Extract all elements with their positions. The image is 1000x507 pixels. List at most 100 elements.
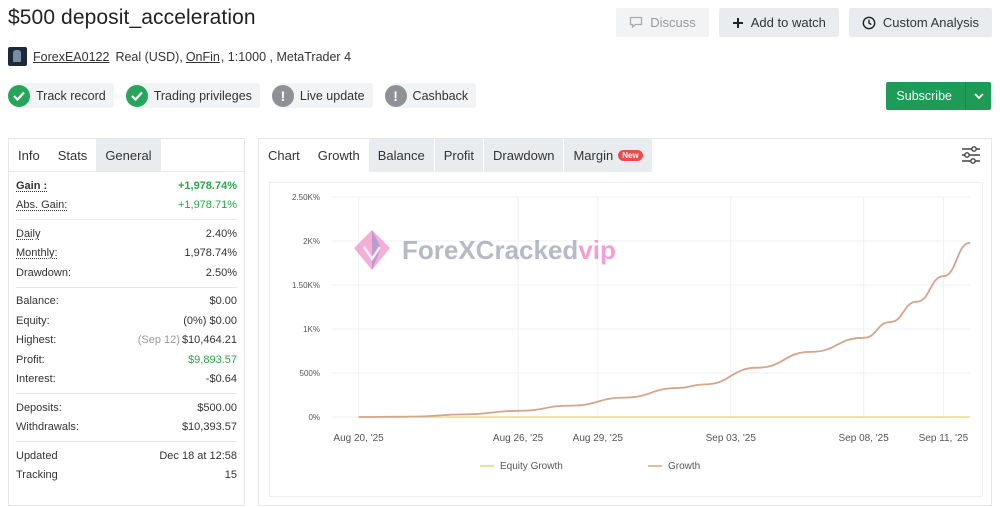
stat-label[interactable]: Monthly: — [16, 247, 58, 260]
tab-stats[interactable]: Stats — [48, 139, 97, 171]
tab-info[interactable]: Info — [9, 139, 49, 171]
account-meta: ForexEA0122 Real (USD), OnFin , 1:1000 ,… — [8, 47, 351, 66]
badge-label: Live update — [299, 88, 365, 103]
stat-label: Withdrawals: — [16, 421, 79, 434]
badge-track-record[interactable]: Track record — [8, 83, 114, 108]
plus-icon — [732, 17, 743, 28]
avatar[interactable] — [8, 47, 27, 66]
stat-value: 15 — [224, 469, 237, 482]
stat-withdrawals: Withdrawals: $10,393.57 — [16, 418, 237, 438]
stat-balance: Balance: $0.00 — [16, 292, 237, 312]
discuss-button[interactable]: Discuss — [616, 8, 709, 37]
stat-interest: Interest: -$0.64 — [16, 370, 237, 390]
stat-label: Equity: — [16, 314, 50, 327]
series-line-growth[interactable] — [358, 241, 971, 418]
badge-cashback[interactable]: ! Cashback — [384, 83, 477, 108]
subscribe-dropdown-button[interactable] — [965, 82, 991, 110]
x-tick-label: Sep 03, '25 — [706, 433, 757, 444]
stat-daily: Daily 2.40% — [16, 224, 237, 244]
tab-margin[interactable]: Margin New — [564, 139, 652, 172]
stat-value: Dec 18 at 12:58 — [159, 449, 237, 462]
check-icon — [8, 84, 30, 107]
stat-label[interactable]: Abs. Gain: — [16, 199, 68, 212]
stat-value: $500.00 — [197, 401, 237, 414]
x-tick-label: Aug 20, '25 — [333, 433, 384, 444]
badge-label: Cashback — [412, 88, 469, 103]
divider — [16, 286, 237, 288]
stat-profit: Profit: $9,893.57 — [16, 350, 237, 370]
tab-growth[interactable]: Growth — [308, 139, 369, 172]
stat-label: Drawdown: — [16, 266, 72, 279]
stat-value: $10,393.57 — [181, 421, 237, 434]
broker-link[interactable]: OnFin — [185, 49, 220, 64]
stat-abs-gain: Abs. Gain: +1,978.71% — [16, 196, 237, 216]
x-tick-label: Aug 26, '25 — [493, 433, 544, 444]
y-tick-label: 500% — [300, 369, 320, 378]
highest-date: (Sep 12) — [137, 334, 180, 347]
legend-label[interactable]: Growth — [668, 461, 700, 472]
stat-label: Profit: — [16, 353, 45, 366]
y-tick-label: 1.50K% — [292, 281, 320, 290]
page-title: $500 deposit_acceleration — [8, 6, 256, 29]
y-tick-label: 2K% — [303, 237, 320, 246]
chart-tabs: Chart Growth Balance Profit Drawdown Mar… — [259, 139, 991, 172]
custom-analysis-label: Custom Analysis — [882, 15, 979, 30]
stat-label[interactable]: Gain : — [16, 179, 48, 192]
exclamation-icon: ! — [384, 84, 407, 107]
stat-value: 1,978.74% — [184, 247, 237, 260]
x-tick-label: Sep 11, '25 — [919, 433, 969, 444]
check-icon — [125, 84, 148, 107]
growth-chart: 0% 500% 1K% 1.50K% 2K% 2.50K% Aug 20, '25 Aug … — [269, 182, 983, 497]
sliders-icon[interactable] — [961, 146, 981, 164]
tab-chart[interactable]: Chart — [259, 139, 309, 172]
stat-label[interactable]: Daily — [16, 227, 41, 240]
discuss-label: Discuss — [650, 15, 696, 30]
divider — [16, 441, 237, 442]
stat-highest: Highest: (Sep 12) $10,464.21 — [16, 331, 237, 351]
add-to-watch-button[interactable]: Add to watch — [718, 8, 839, 37]
y-tick-label: 1K% — [303, 325, 320, 334]
stat-deposits: Deposits: $500.00 — [16, 398, 237, 418]
stat-tracking: Tracking 15 — [16, 466, 237, 486]
author-link[interactable]: ForexEA0122 — [33, 49, 110, 64]
stat-drawdown: Drawdown: 2.50% — [16, 263, 237, 283]
custom-analysis-button[interactable]: Custom Analysis — [848, 8, 992, 37]
stat-value: +1,978.74% — [177, 179, 237, 192]
x-tick-label: Sep 08, '25 — [839, 433, 890, 444]
chevron-down-icon — [973, 93, 984, 99]
badge-live-update[interactable]: ! Live update — [271, 83, 373, 108]
stat-label: Deposits: — [16, 401, 62, 414]
stat-gain: Gain : +1,978.74% — [16, 176, 237, 196]
stat-value: -$0.64 — [205, 373, 237, 386]
divider — [16, 219, 237, 220]
growth-chart-svg: 0% 500% 1K% 1.50K% 2K% 2.50K% Aug 20, '25 Aug … — [292, 193, 971, 472]
exclamation-icon: ! — [271, 84, 294, 107]
comment-icon — [630, 16, 643, 29]
stat-updated: Updated Dec 18 at 12:58 — [16, 446, 237, 466]
stat-value: +1,978.71% — [177, 199, 237, 212]
stat-value: $9,893.57 — [188, 353, 237, 366]
stat-value: 2.50% — [205, 266, 237, 279]
stat-monthly: Monthly: 1,978.74% — [16, 244, 237, 264]
stats-tabs: Info Stats General — [9, 139, 244, 172]
divider — [16, 393, 237, 394]
stat-value: (0%) $0.00 — [183, 314, 237, 327]
stats-list: Gain : +1,978.74% Abs. Gain: +1,978.71% Da… — [9, 172, 244, 485]
stat-value: $0.00 — [209, 295, 237, 308]
chart-panel: Chart Growth Balance Profit Drawdown Mar… — [258, 138, 992, 506]
y-tick-label: 2.50K% — [292, 193, 320, 202]
verification-badges: Track record Trading privileges ! Live u… — [8, 83, 477, 108]
new-badge: New — [618, 150, 643, 161]
stats-panel: Info Stats General Gain : +1,978.74% Abs.… — [8, 138, 245, 506]
subscribe-button[interactable]: Subscribe — [896, 89, 952, 103]
tab-general[interactable]: General — [96, 139, 161, 171]
legend-label[interactable]: Equity Growth — [500, 461, 563, 472]
stat-equity: Equity: (0%) $0.00 — [16, 311, 237, 331]
tab-drawdown[interactable]: Drawdown — [484, 139, 564, 172]
tab-balance[interactable]: Balance — [368, 139, 434, 172]
tab-profit[interactable]: Profit — [434, 139, 484, 172]
y-tick-label: 0% — [308, 413, 320, 422]
stat-label: Updated — [16, 449, 58, 462]
leverage-platform: , 1:1000 , MetaTrader 4 — [220, 49, 352, 64]
badge-trading-privileges[interactable]: Trading privileges — [125, 83, 260, 108]
